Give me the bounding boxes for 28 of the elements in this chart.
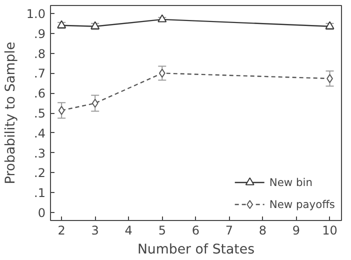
y-tick-label: 0 xyxy=(38,206,46,220)
y-axis-title: Probability to Sample xyxy=(3,42,18,184)
point xyxy=(92,98,98,108)
x-tick-label: 6 xyxy=(192,224,200,238)
y-tick-label: .5 xyxy=(34,106,46,120)
legend-label: New bin xyxy=(269,176,312,188)
point xyxy=(158,68,166,78)
x-axis-title: Number of States xyxy=(137,242,255,258)
y-tick-label: .9 xyxy=(34,26,46,41)
y-tick-label: .8 xyxy=(34,46,46,61)
x-tick-label: 7 xyxy=(225,224,234,238)
y-tick-label: .3 xyxy=(34,146,46,160)
y-tick-label: 1.0 xyxy=(26,6,46,21)
x-tick-label: 8 xyxy=(258,224,267,238)
y-tick-label: .1 xyxy=(34,186,46,200)
legend-label: New payoffs xyxy=(269,198,335,210)
point xyxy=(158,14,167,22)
x-tick-label: 10 xyxy=(322,224,338,238)
x-tick-label: 4 xyxy=(124,224,132,238)
point xyxy=(58,106,65,115)
x-tick-label: 3 xyxy=(91,224,99,238)
y-tick-label: .7 xyxy=(34,66,46,81)
y-tick-label: .2 xyxy=(34,166,46,180)
x-tick-label: 5 xyxy=(158,224,166,238)
x-tick-label: 9 xyxy=(292,224,300,238)
y-tick-label: .4 xyxy=(34,126,46,140)
x-tick-label: 2 xyxy=(58,224,66,238)
y-tick-label: .6 xyxy=(34,86,46,101)
